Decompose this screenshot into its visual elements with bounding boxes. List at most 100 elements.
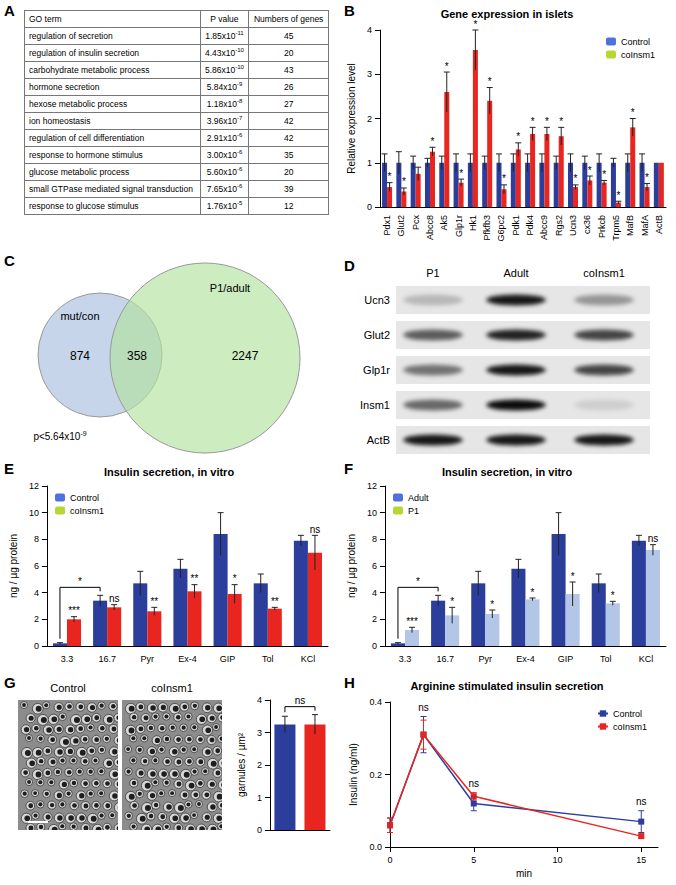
svg-text:358: 358 [127,349,147,363]
svg-text:*: * [78,576,82,587]
svg-text:coInsm1: coInsm1 [583,267,625,279]
svg-text:*: * [402,176,406,187]
svg-text:*: * [416,576,420,587]
svg-text:**: ** [150,596,158,607]
svg-text:2: 2 [34,614,39,624]
svg-text:*: * [233,573,237,584]
svg-text:Abcc9: Abcc9 [539,215,549,240]
svg-text:Insulin secretion, in vitro: Insulin secretion, in vitro [442,466,572,478]
svg-text:Pdk4: Pdk4 [525,215,535,236]
svg-text:ns: ns [636,796,647,807]
svg-text:KCl: KCl [301,654,316,664]
svg-text:1: 1 [257,793,262,803]
svg-text:Glp1r: Glp1r [363,364,390,376]
svg-text:6: 6 [372,561,377,571]
svg-text:**: ** [271,596,279,607]
svg-text:Pdk1: Pdk1 [511,215,521,236]
svg-text:Control: Control [621,37,650,47]
svg-text:ng / µg protein: ng / µg protein [346,534,357,598]
svg-text:coInsm1: coInsm1 [70,506,104,516]
svg-text:*: * [516,131,520,142]
svg-text:0.2: 0.2 [369,770,382,780]
svg-text:Adult: Adult [503,267,528,279]
svg-text:*: * [531,587,535,598]
svg-text:ns: ns [295,695,306,706]
svg-text:*: * [502,173,506,184]
svg-text:2: 2 [372,614,377,624]
svg-text:MafA: MafA [640,215,650,236]
svg-text:Control: Control [613,709,642,719]
svg-text:2: 2 [367,114,372,124]
svg-text:Trpm5: Trpm5 [611,215,621,241]
svg-text:Adult: Adult [408,493,429,503]
svg-text:4: 4 [257,695,262,705]
svg-text:KCl: KCl [639,654,654,664]
svg-text:Insulin secretion, in vitro: Insulin secretion, in vitro [104,466,234,478]
svg-text:Pyr: Pyr [141,654,155,664]
svg-text:P1: P1 [408,506,419,516]
svg-text:ng / µg protein: ng / µg protein [8,534,19,598]
svg-text:*: * [631,107,635,118]
svg-text:Ex-4: Ex-4 [516,654,535,664]
svg-text:4: 4 [34,588,39,598]
svg-text:*: * [388,171,392,182]
svg-text:*: * [473,19,477,30]
svg-text:Arginine stimulated insulin se: Arginine stimulated insulin secretion [410,680,603,692]
svg-text:Ak5: Ak5 [439,215,449,231]
svg-text:coInsm1: coInsm1 [613,722,647,732]
svg-text:*: * [616,190,620,201]
svg-text:*: * [571,571,575,582]
svg-text:5: 5 [471,855,476,865]
svg-text:*: * [574,173,578,184]
svg-text:8: 8 [34,534,39,544]
svg-text:P1: P1 [426,267,439,279]
svg-text:Pfkfb3: Pfkfb3 [482,215,492,241]
svg-text:16.7: 16.7 [98,654,116,664]
svg-text:0.4: 0.4 [369,697,382,707]
svg-text:***: *** [406,616,418,627]
svg-text:4: 4 [372,588,377,598]
svg-text:*: * [545,116,549,127]
svg-text:*: * [445,61,449,72]
svg-text:Tol: Tol [600,654,612,664]
svg-text:*: * [450,596,454,607]
svg-text:ns: ns [648,533,659,544]
svg-text:*: * [611,590,615,601]
svg-text:Prkcb: Prkcb [597,215,607,238]
svg-text:ActB: ActB [367,434,390,446]
svg-text:*: * [645,172,649,183]
svg-text:8: 8 [372,534,377,544]
svg-text:16.7: 16.7 [436,654,454,664]
svg-text:10: 10 [29,508,39,518]
svg-text:Glut2: Glut2 [396,215,406,237]
svg-text:*: * [431,136,435,147]
svg-text:Glut2: Glut2 [364,329,390,341]
svg-text:Rgs2: Rgs2 [554,215,564,236]
svg-text:***: *** [68,605,80,616]
svg-text:garnules / µm²: garnules / µm² [236,732,247,797]
svg-text:6: 6 [34,561,39,571]
svg-text:Gene expression in islets: Gene expression in islets [441,8,574,20]
svg-text:3.3: 3.3 [61,654,74,664]
svg-text:10: 10 [367,508,377,518]
svg-text:ns: ns [109,593,120,604]
svg-text:ns: ns [310,524,321,535]
svg-text:*: * [488,76,492,87]
svg-text:874: 874 [70,349,90,363]
svg-text:3: 3 [367,69,372,79]
svg-text:12: 12 [367,481,377,491]
svg-text:Pcx: Pcx [411,215,421,231]
svg-text:**: ** [191,573,199,584]
svg-text:10: 10 [552,855,562,865]
svg-text:Ucn3: Ucn3 [568,215,578,236]
svg-text:*: * [490,599,494,610]
svg-text:Pyr: Pyr [479,654,493,664]
svg-text:GIP: GIP [220,654,236,664]
svg-text:mut/con: mut/con [60,310,99,322]
svg-text:3.3: 3.3 [399,654,412,664]
svg-text:12: 12 [29,481,39,491]
svg-text:ActB: ActB [654,215,664,234]
svg-text:0: 0 [367,202,372,212]
svg-text:Control: Control [50,682,85,694]
svg-text:15: 15 [636,855,646,865]
